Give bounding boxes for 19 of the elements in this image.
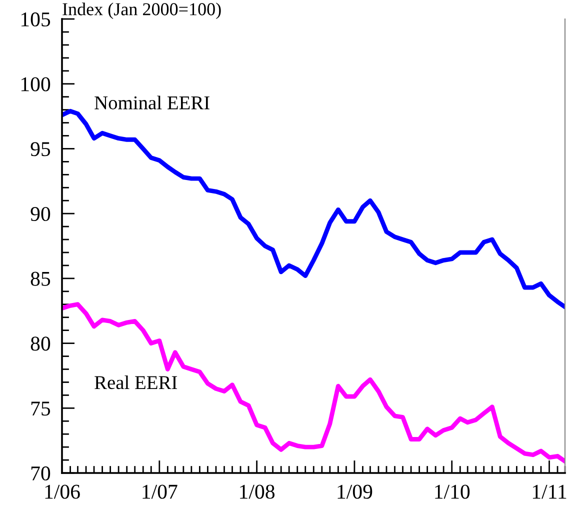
series-label: Real EERI [94, 375, 178, 390]
y-tick-label: 80 [30, 336, 50, 351]
x-tick-label: 1/06 [45, 484, 80, 499]
line-series [62, 302, 565, 464]
x-tick-label: 1/08 [240, 484, 275, 499]
y-tick-label: 85 [30, 272, 50, 286]
line-series [62, 108, 565, 310]
y-tick-label: 75 [31, 402, 50, 416]
x-tick-label: 1/07 [142, 484, 178, 499]
y-tick-label: 100 [21, 77, 50, 92]
series-label: Nominal EERI [94, 96, 210, 110]
y-axis-title: Index (Jan 2000=100) [62, 2, 221, 19]
y-tick-label: 105 [21, 12, 50, 26]
x-tick-label: 1/09 [338, 484, 372, 499]
y-tick-label: 95 [30, 142, 50, 156]
y-tick-label: 90 [30, 206, 50, 222]
y-tick-label: 70 [31, 466, 50, 480]
x-tick-label: 1/11 [532, 484, 566, 499]
x-tick-label: 1/10 [435, 484, 470, 499]
